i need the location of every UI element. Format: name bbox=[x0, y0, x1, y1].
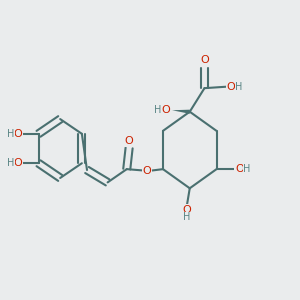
Text: H: H bbox=[154, 105, 162, 115]
Text: O: O bbox=[235, 164, 244, 174]
Text: H: H bbox=[235, 82, 243, 92]
Text: O: O bbox=[161, 105, 170, 115]
Text: H: H bbox=[8, 158, 15, 168]
Text: H: H bbox=[183, 212, 190, 222]
Text: O: O bbox=[125, 136, 134, 146]
Text: O: O bbox=[226, 82, 235, 92]
Polygon shape bbox=[172, 110, 190, 114]
Text: H: H bbox=[243, 164, 250, 174]
Text: O: O bbox=[14, 158, 22, 168]
Text: O: O bbox=[143, 166, 152, 176]
Text: O: O bbox=[182, 205, 191, 215]
Text: H: H bbox=[8, 129, 15, 139]
Text: O: O bbox=[200, 55, 209, 65]
Text: O: O bbox=[14, 129, 22, 139]
